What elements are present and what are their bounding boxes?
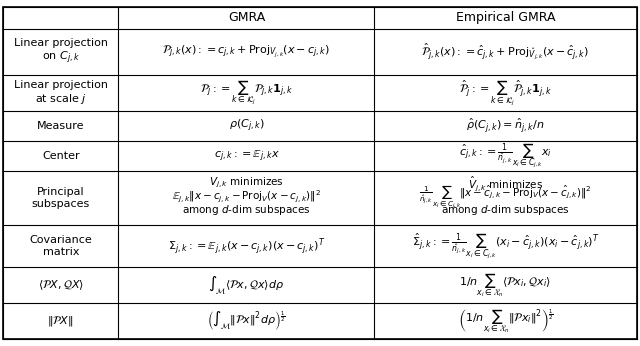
Text: Covariance
matrix: Covariance matrix <box>29 235 92 257</box>
Text: GMRA: GMRA <box>228 11 265 25</box>
Text: $c_{j,k}:=\mathbb{E}_{j,k}x$: $c_{j,k}:=\mathbb{E}_{j,k}x$ <box>214 148 279 164</box>
Text: $\int_{\mathcal{M}}\langle\mathcal{P}x,\mathcal{Q}x\rangle d\rho$: $\int_{\mathcal{M}}\langle\mathcal{P}x,\… <box>208 274 285 296</box>
Text: $\mathbb{E}_{j,k}\|x-c_{j,k}-\mathrm{Proj}_V(x-c_{j,k})\|^2$: $\mathbb{E}_{j,k}\|x-c_{j,k}-\mathrm{Pro… <box>172 189 321 205</box>
Text: Principal
subspaces: Principal subspaces <box>31 187 90 209</box>
Text: among $d$-dim subspaces: among $d$-dim subspaces <box>182 203 310 217</box>
Text: $\hat{V}_{j,k}$ minimizes: $\hat{V}_{j,k}$ minimizes <box>468 174 543 192</box>
Text: $\left(1/n\sum_{x_i\in\mathcal{X}_n}\|\mathcal{P}x_i\|^2\right)^{\frac{1}{2}}$: $\left(1/n\sum_{x_i\in\mathcal{X}_n}\|\m… <box>458 307 554 335</box>
Text: $\mathcal{P}_j:=\sum_{k\in\mathcal{K}_j}\mathcal{P}_{j,k}\mathbf{1}_{j,k}$: $\mathcal{P}_j:=\sum_{k\in\mathcal{K}_j}… <box>200 79 293 108</box>
Text: $\frac{1}{\hat{n}_{j,k}}\sum_{x_i\in C_{j,k}}\|x-\hat{c}_{j,k}-\mathrm{Proj}_V(x: $\frac{1}{\hat{n}_{j,k}}\sum_{x_i\in C_{… <box>419 183 592 211</box>
Text: $\hat{c}_{j,k}:=\frac{1}{\hat{n}_{j,k}}\sum_{x_i\in C_{j,k}}x_i$: $\hat{c}_{j,k}:=\frac{1}{\hat{n}_{j,k}}\… <box>459 142 552 171</box>
Text: $\hat{\mathcal{P}}_j:=\sum_{k\in\mathcal{K}_j}\hat{\mathcal{P}}_{j,k}\mathbf{1}_: $\hat{\mathcal{P}}_j:=\sum_{k\in\mathcal… <box>459 78 552 108</box>
Text: Measure: Measure <box>37 121 84 131</box>
Text: $\Sigma_{j,k}:=\mathbb{E}_{j,k}(x-c_{j,k})(x-c_{j,k})^T$: $\Sigma_{j,k}:=\mathbb{E}_{j,k}(x-c_{j,k… <box>168 236 325 256</box>
Text: $\hat{\rho}(C_{j,k})=\hat{n}_{j,k}/n$: $\hat{\rho}(C_{j,k})=\hat{n}_{j,k}/n$ <box>467 117 545 135</box>
Text: $\langle\mathcal{P}X,\mathcal{Q}X\rangle$: $\langle\mathcal{P}X,\mathcal{Q}X\rangle… <box>38 278 84 292</box>
Text: $\mathcal{P}_{j,k}(x):=c_{j,k}+\mathrm{Proj}_{V_{j,k}}(x-c_{j,k})$: $\mathcal{P}_{j,k}(x):=c_{j,k}+\mathrm{P… <box>163 44 330 60</box>
Text: Linear projection
on $C_{j,k}$: Linear projection on $C_{j,k}$ <box>14 38 108 66</box>
Text: $\|\mathcal{P}X\|$: $\|\mathcal{P}X\|$ <box>47 314 74 328</box>
Text: $1/n\sum_{x_i\in\mathcal{X}_n}\langle\mathcal{P}x_i,\mathcal{Q}x_i\rangle$: $1/n\sum_{x_i\in\mathcal{X}_n}\langle\ma… <box>460 271 552 299</box>
Text: $\rho(C_{j,k})$: $\rho(C_{j,k})$ <box>228 118 264 134</box>
Text: $\hat{\mathcal{P}}_{j,k}(x):=\hat{c}_{j,k}+\mathrm{Proj}_{\hat{V}_{j,k}}(x-\hat{: $\hat{\mathcal{P}}_{j,k}(x):=\hat{c}_{j,… <box>422 42 589 62</box>
Text: Center: Center <box>42 151 79 161</box>
Text: among $d$-dim subspaces: among $d$-dim subspaces <box>442 203 570 217</box>
Text: $\left(\int_{\mathcal{M}}\|\mathcal{P}x\|^2d\rho\right)^{\frac{1}{2}}$: $\left(\int_{\mathcal{M}}\|\mathcal{P}x\… <box>207 310 286 333</box>
Text: $V_{j,k}$ minimizes: $V_{j,k}$ minimizes <box>209 176 284 190</box>
Text: Linear projection
at scale $j$: Linear projection at scale $j$ <box>14 80 108 106</box>
Text: $\hat{\Sigma}_{j,k}:=\frac{1}{\hat{n}_{j,k}}\sum_{x_i\in C_{j,k}}(x_i-\hat{c}_{j: $\hat{\Sigma}_{j,k}:=\frac{1}{\hat{n}_{j… <box>412 231 600 261</box>
Text: Empirical GMRA: Empirical GMRA <box>456 11 556 25</box>
